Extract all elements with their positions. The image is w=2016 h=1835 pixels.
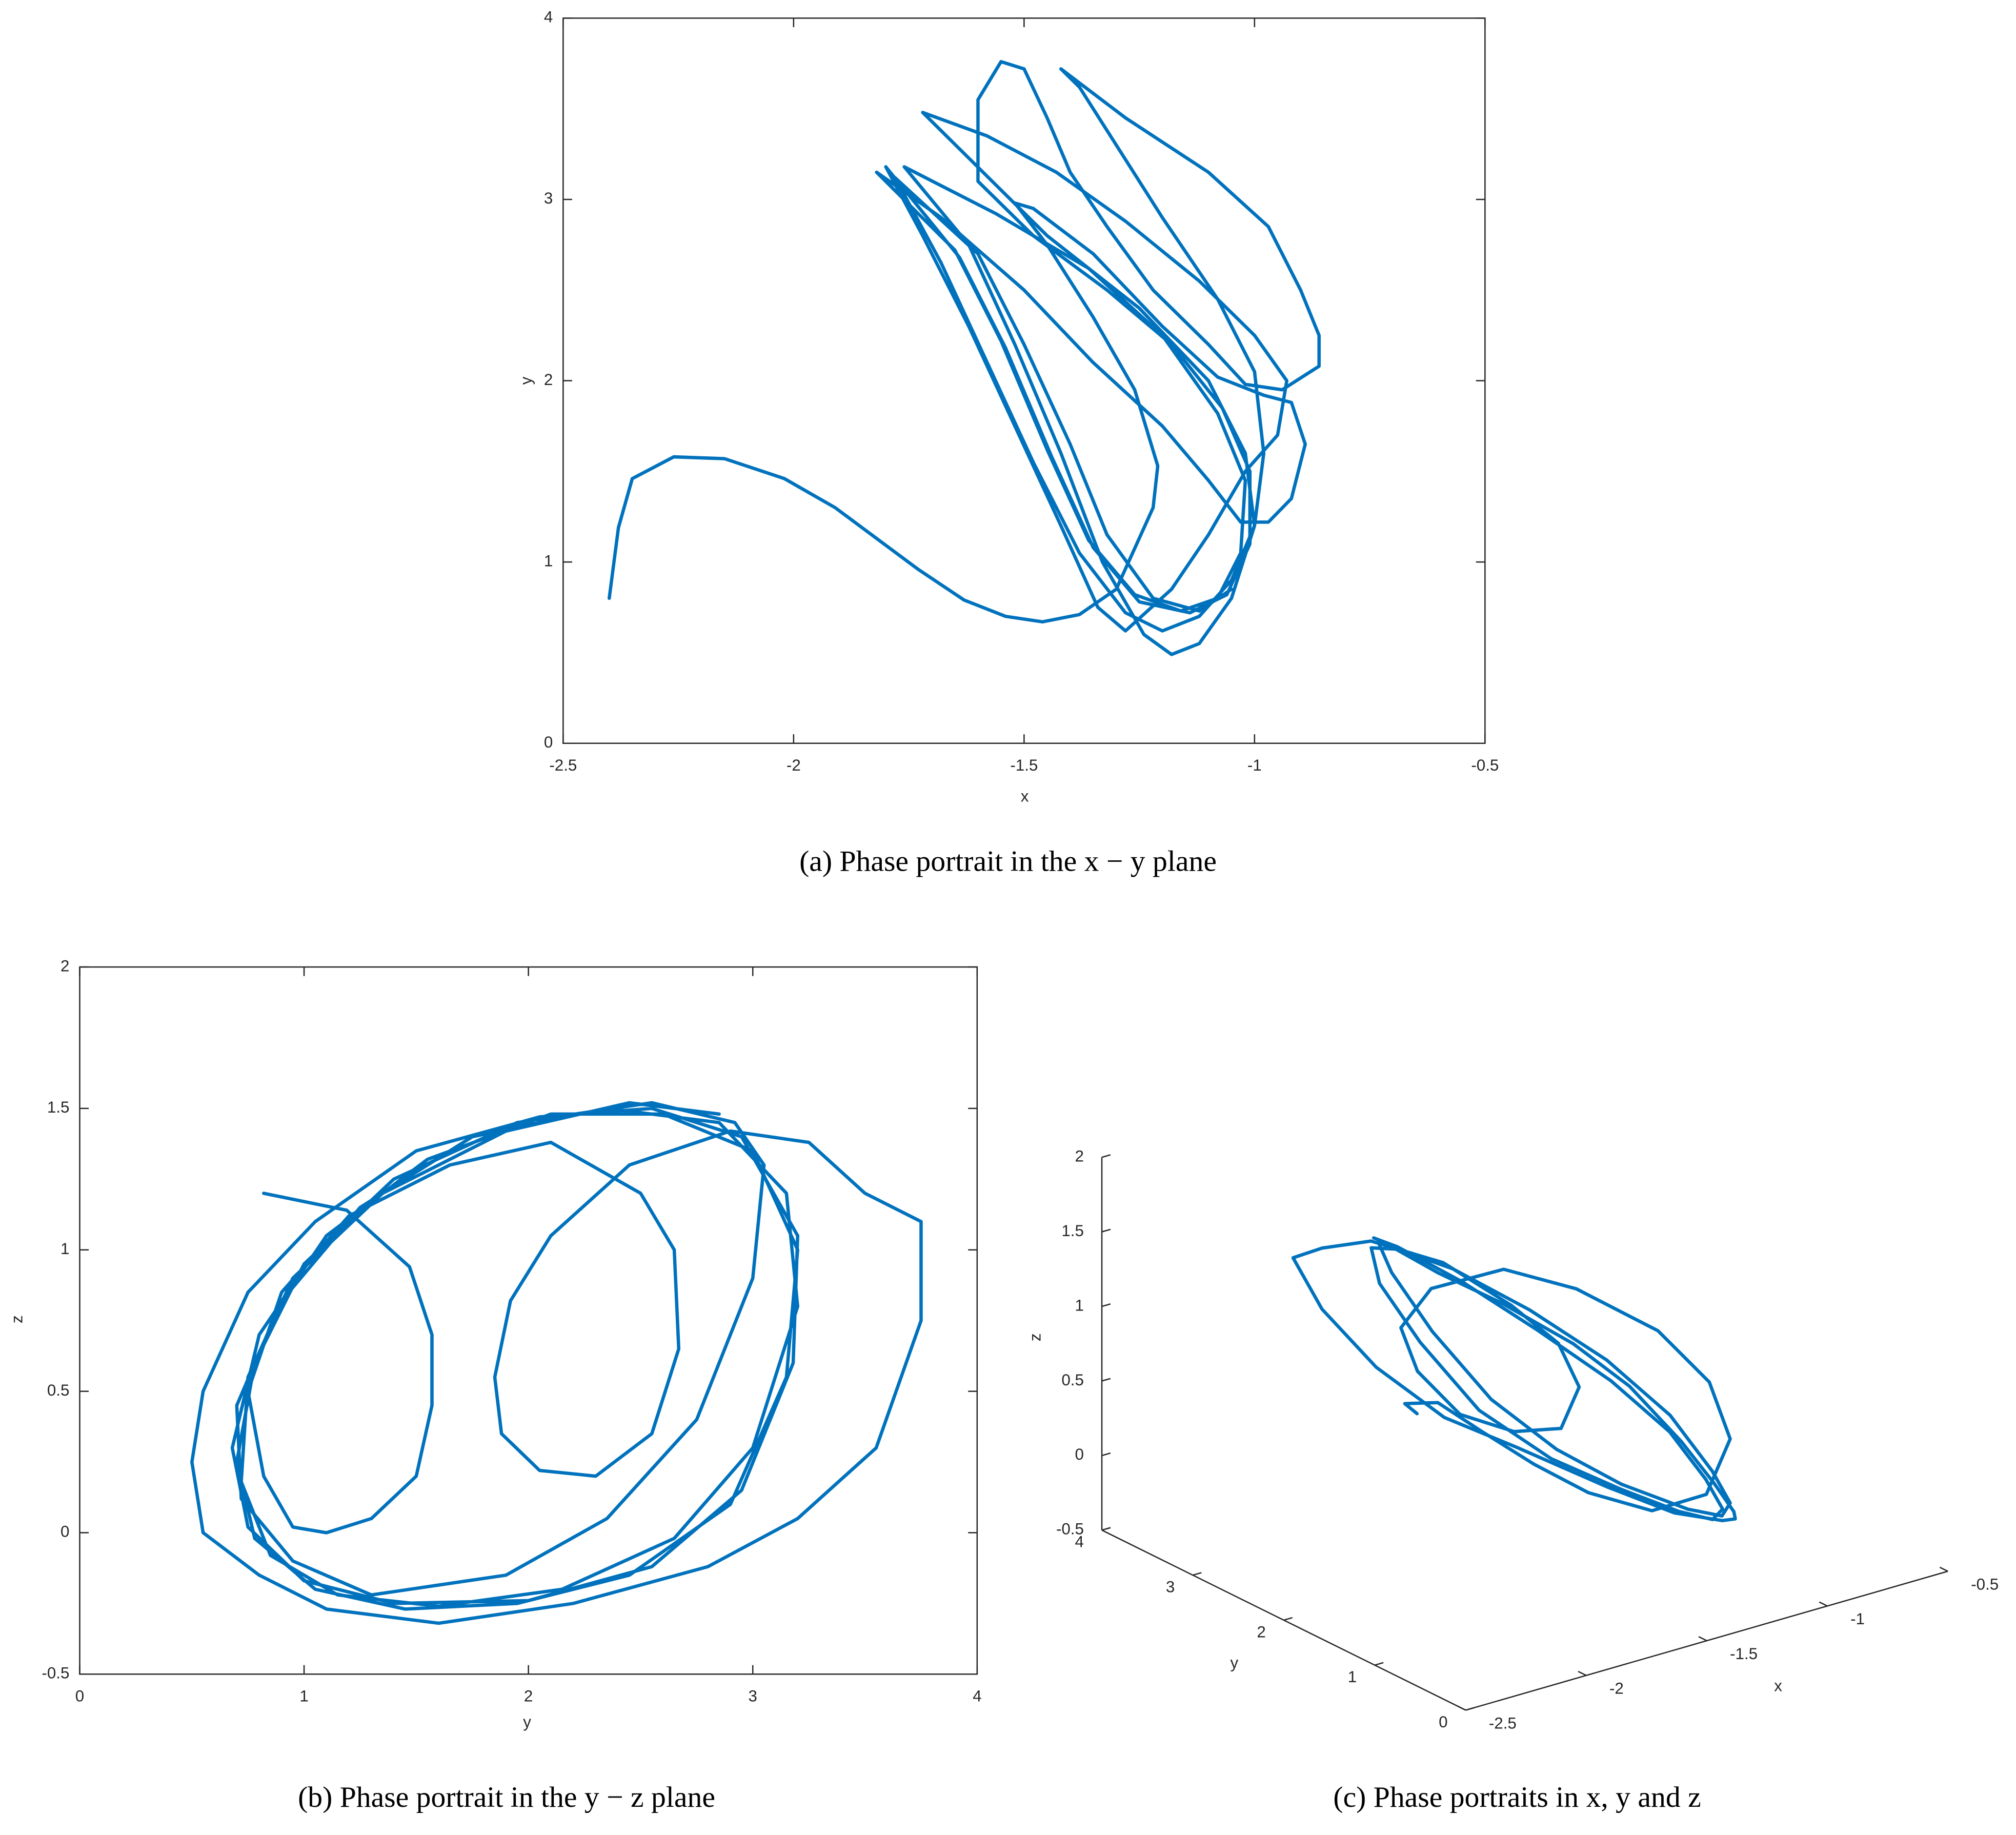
y-tick-label: 2 <box>1257 1623 1265 1641</box>
x-axis-label: x <box>1774 1677 1782 1695</box>
caption: (c) Phase portraits in x, y and z <box>1333 1781 1701 1813</box>
x-tick-label: -2 <box>787 756 801 774</box>
x-axis-label: y <box>523 1713 531 1731</box>
x-tick-label: -0.5 <box>1971 1576 1999 1594</box>
y-tick-label: 2 <box>61 957 69 975</box>
z-tick <box>1101 1527 1111 1531</box>
x-axis-label: x <box>1021 787 1029 805</box>
y-tick-label: 1.5 <box>47 1098 70 1116</box>
y-tick-label: -0.5 <box>42 1664 69 1682</box>
y-tick-label: 0 <box>61 1523 69 1541</box>
y-tick-label: 3 <box>1166 1578 1175 1596</box>
z-tick-label: 1.5 <box>1061 1222 1084 1240</box>
y-tick-label: 1 <box>1348 1668 1357 1686</box>
y-tick <box>1283 1617 1293 1621</box>
x-tick-label: -1 <box>1247 756 1262 774</box>
y-axis-label: y <box>1231 1653 1239 1671</box>
y-tick-label: 4 <box>1075 1533 1084 1551</box>
x-tick-label: -1.5 <box>1730 1645 1758 1663</box>
x-tick <box>1939 1566 1948 1572</box>
trajectory <box>190 1101 923 1625</box>
x-tick <box>1578 1670 1587 1676</box>
y-tick-label: 1 <box>61 1240 69 1258</box>
x-tick-label: 0 <box>75 1687 84 1705</box>
z-tick <box>1101 1452 1111 1457</box>
y-tick <box>1193 1572 1202 1576</box>
y-tick-label: 3 <box>544 189 553 207</box>
z-tick-label: 0.5 <box>1061 1371 1084 1389</box>
x-tick-label: -1.5 <box>1010 756 1038 774</box>
x-tick-label: -1 <box>1850 1610 1865 1628</box>
x-tick-label: 2 <box>524 1687 533 1705</box>
x-tick-label: 4 <box>973 1687 981 1705</box>
x-tick-label: -2.5 <box>549 756 577 774</box>
x-tick-label: 3 <box>749 1687 757 1705</box>
z-tick <box>1101 1303 1111 1307</box>
y-tick-label: 0 <box>1439 1713 1447 1731</box>
y-tick-label: 0 <box>544 733 553 751</box>
y-tick-label: 1 <box>544 552 553 570</box>
x-tick <box>1457 1705 1466 1711</box>
z-tick <box>1101 1378 1111 1382</box>
y-tick-label: 2 <box>544 371 553 389</box>
axes-frame <box>562 17 1486 744</box>
x-tick-label: -2 <box>1609 1680 1624 1698</box>
trajectory <box>607 59 1321 656</box>
x-tick-label: -0.5 <box>1471 756 1499 774</box>
x-tick-label: 1 <box>299 1687 308 1705</box>
y-axis-label: z <box>8 1315 26 1323</box>
z-tick <box>1101 1228 1111 1233</box>
z-tick <box>1101 1154 1111 1158</box>
caption: (a) Phase portrait in the x − y plane <box>799 845 1217 878</box>
y-tick-label: 0.5 <box>47 1381 70 1399</box>
y-axis-label: y <box>517 376 535 385</box>
z-tick-label: 0 <box>1075 1445 1084 1463</box>
x-tick <box>1698 1636 1707 1642</box>
z-tick-label: -0.5 <box>1056 1520 1084 1538</box>
x-tick <box>1819 1601 1828 1607</box>
caption: (b) Phase portrait in the y − z plane <box>298 1781 715 1813</box>
y-tick-label: 4 <box>544 8 553 26</box>
axes-frame <box>79 966 978 1675</box>
z-tick-label: 1 <box>1075 1296 1084 1314</box>
trajectory <box>1291 1236 1737 1523</box>
z-tick-label: 2 <box>1075 1147 1084 1165</box>
y-tick <box>1465 1707 1475 1711</box>
x-axis-line <box>1465 1570 1948 1711</box>
x-tick-label: -2.5 <box>1489 1714 1517 1732</box>
z-axis-label: z <box>1026 1333 1044 1341</box>
y-tick <box>1374 1662 1384 1666</box>
